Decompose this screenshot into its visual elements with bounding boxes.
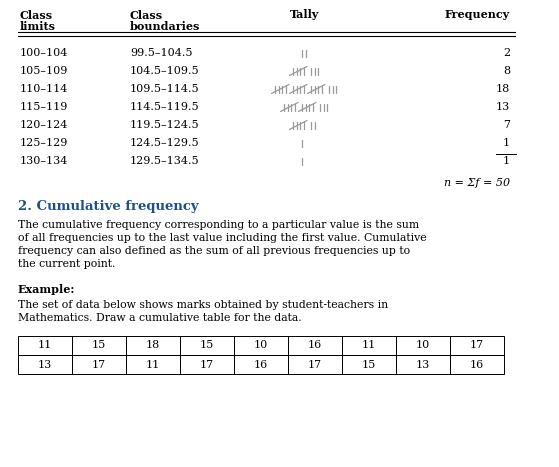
Text: The cumulative frequency corresponding to a particular value is the sum: The cumulative frequency corresponding t… xyxy=(18,220,419,230)
Text: 130–134: 130–134 xyxy=(20,156,68,166)
Text: 10: 10 xyxy=(254,340,268,351)
Bar xyxy=(234,336,288,355)
Text: 16: 16 xyxy=(470,360,484,369)
Text: 17: 17 xyxy=(470,340,484,351)
Text: limits: limits xyxy=(20,21,56,32)
Text: 11: 11 xyxy=(146,360,160,369)
Bar xyxy=(450,355,504,374)
Text: 99.5–104.5: 99.5–104.5 xyxy=(130,48,192,58)
Text: 100–104: 100–104 xyxy=(20,48,68,58)
Text: the current point.: the current point. xyxy=(18,259,115,269)
Text: 8: 8 xyxy=(503,66,510,76)
Bar xyxy=(72,336,126,355)
Text: 104.5–109.5: 104.5–109.5 xyxy=(130,66,200,76)
Text: Class: Class xyxy=(20,10,53,21)
Text: 105–109: 105–109 xyxy=(20,66,68,76)
Bar xyxy=(450,336,504,355)
Text: 18: 18 xyxy=(146,340,160,351)
Bar xyxy=(396,336,450,355)
Text: frequency can also defined as the sum of all previous frequencies up to: frequency can also defined as the sum of… xyxy=(18,246,410,256)
Text: 109.5–114.5: 109.5–114.5 xyxy=(130,84,200,94)
Text: 16: 16 xyxy=(254,360,268,369)
Text: 115–119: 115–119 xyxy=(20,102,68,112)
Text: 17: 17 xyxy=(200,360,214,369)
Bar xyxy=(72,355,126,374)
Text: 124.5–129.5: 124.5–129.5 xyxy=(130,138,200,148)
Bar xyxy=(342,336,396,355)
Bar xyxy=(288,355,342,374)
Text: 11: 11 xyxy=(38,340,52,351)
Text: 114.5–119.5: 114.5–119.5 xyxy=(130,102,200,112)
Bar xyxy=(180,355,234,374)
Text: 2: 2 xyxy=(503,48,510,58)
Text: 1: 1 xyxy=(503,138,510,148)
Text: 15: 15 xyxy=(362,360,376,369)
Bar xyxy=(288,336,342,355)
Text: 125–129: 125–129 xyxy=(20,138,68,148)
Bar xyxy=(396,355,450,374)
Text: 129.5–134.5: 129.5–134.5 xyxy=(130,156,200,166)
Bar xyxy=(126,355,180,374)
Bar xyxy=(18,336,72,355)
Text: n = Σf = 50: n = Σf = 50 xyxy=(444,178,510,188)
Bar xyxy=(126,336,180,355)
Text: 18: 18 xyxy=(496,84,510,94)
Text: 2. Cumulative frequency: 2. Cumulative frequency xyxy=(18,200,198,213)
Text: 1: 1 xyxy=(503,156,510,166)
Text: 119.5–124.5: 119.5–124.5 xyxy=(130,120,200,130)
Text: 15: 15 xyxy=(92,340,106,351)
Bar xyxy=(18,355,72,374)
Text: 11: 11 xyxy=(362,340,376,351)
Text: 7: 7 xyxy=(503,120,510,130)
Text: 13: 13 xyxy=(38,360,52,369)
Text: boundaries: boundaries xyxy=(130,21,200,32)
Text: The set of data below shows marks obtained by student-teachers in: The set of data below shows marks obtain… xyxy=(18,300,388,310)
Text: 17: 17 xyxy=(308,360,322,369)
Text: Class: Class xyxy=(130,10,163,21)
Text: 120–124: 120–124 xyxy=(20,120,68,130)
Text: Mathematics. Draw a cumulative table for the data.: Mathematics. Draw a cumulative table for… xyxy=(18,313,302,323)
Text: 16: 16 xyxy=(308,340,322,351)
Text: Example:: Example: xyxy=(18,284,75,295)
Text: 13: 13 xyxy=(416,360,430,369)
Text: Tally: Tally xyxy=(290,9,319,21)
Text: of all frequencies up to the last value including the first value. Cumulative: of all frequencies up to the last value … xyxy=(18,233,427,243)
Text: 110–114: 110–114 xyxy=(20,84,68,94)
Text: 17: 17 xyxy=(92,360,106,369)
Text: 10: 10 xyxy=(416,340,430,351)
Bar xyxy=(342,355,396,374)
Text: Frequency: Frequency xyxy=(445,9,510,21)
Bar xyxy=(234,355,288,374)
Bar xyxy=(180,336,234,355)
Text: 15: 15 xyxy=(200,340,214,351)
Text: 13: 13 xyxy=(496,102,510,112)
